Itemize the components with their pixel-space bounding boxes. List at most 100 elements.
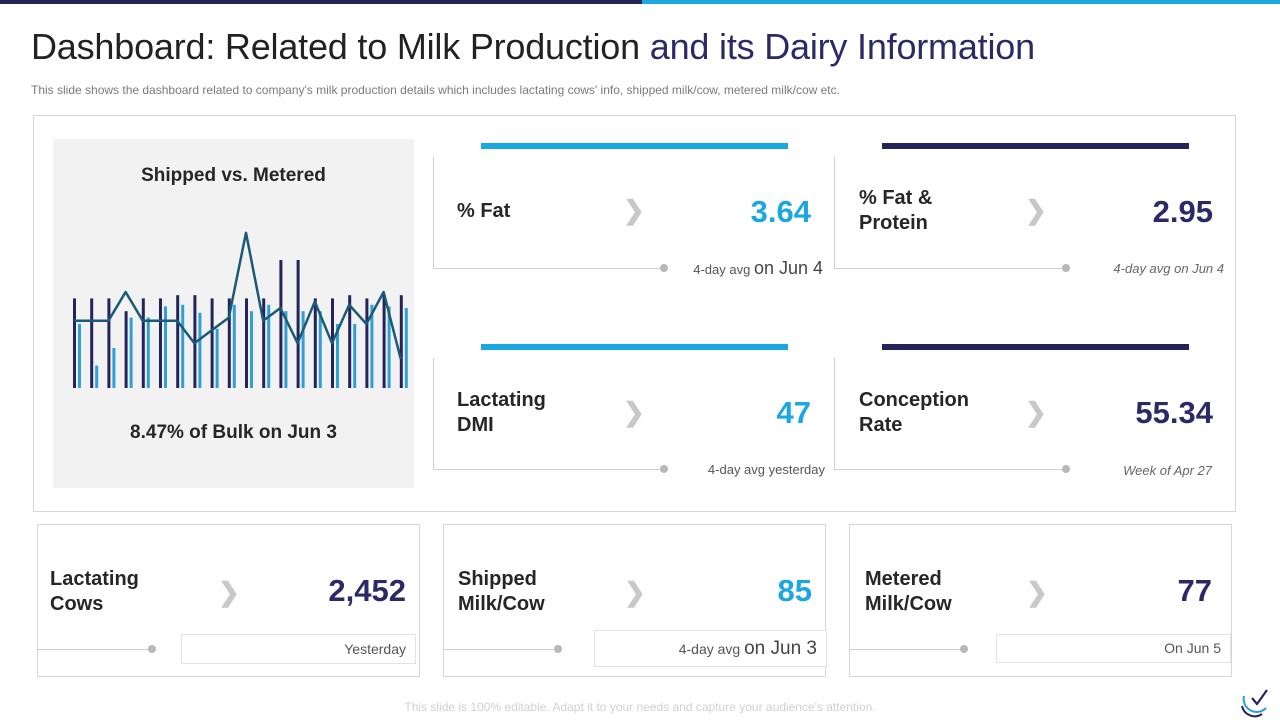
kpi-value: 55.34 <box>1135 395 1213 430</box>
kpi-subtext: 4-day avg on Jun 4 <box>1113 261 1224 276</box>
bottom-card-metered-milk: Metered Milk/Cow ❯ 77 On Jun 5 <box>849 524 1232 677</box>
metered-bar <box>353 324 357 388</box>
metered-bar <box>146 317 150 388</box>
kpi-accent-bar <box>882 344 1189 350</box>
metered-bar <box>301 311 305 388</box>
bottom-card-subtext-prefix: 4-day avg <box>678 641 741 657</box>
footer-note: This slide is 100% editable. Adapt it to… <box>404 700 876 714</box>
shipped-bar <box>227 298 231 388</box>
page-title-part2: and its Dairy Information <box>649 26 1035 67</box>
shipped-bar <box>348 295 352 388</box>
kpi-divider-horizontal <box>433 268 663 269</box>
shipped-bar <box>210 298 214 388</box>
page-title: Dashboard: Related to Milk Production an… <box>31 26 1035 68</box>
chevron-right-icon: ❯ <box>1026 577 1048 607</box>
bottom-card-content: Metered Milk/Cow ❯ 77 <box>850 525 1233 678</box>
metered-bar <box>78 324 81 388</box>
metered-bar <box>215 328 219 388</box>
metered-bar <box>129 317 133 388</box>
shipped-bar <box>262 298 266 388</box>
chevron-right-icon: ❯ <box>623 397 645 427</box>
bottom-card-divider-dot <box>148 645 156 653</box>
bottom-card-divider <box>850 649 962 650</box>
page-title-part1: Dashboard: Related to Milk Production <box>31 26 640 67</box>
kpi-label: % Fat & Protein <box>859 187 933 234</box>
metered-bar <box>318 311 322 388</box>
kpi-divider-vertical <box>834 358 835 470</box>
bottom-card-label: Lactating Cows <box>50 568 139 615</box>
metered-bar <box>387 306 391 388</box>
kpi-accent-bar <box>882 143 1189 149</box>
bottom-card-divider <box>38 649 150 650</box>
main-panel <box>33 115 1236 512</box>
bottom-card-content: Shipped Milk/Cow ❯ 85 <box>444 525 827 678</box>
kpi-label: Conception Rate <box>859 389 969 436</box>
kpi-divider-dot <box>660 465 668 473</box>
kpi-card-fat: % Fat ❯ 3.64 4-day avg on Jun 4 <box>433 143 833 478</box>
bottom-card-divider <box>444 649 556 650</box>
shipped-bar <box>399 295 403 388</box>
kpi-divider-vertical <box>433 358 434 470</box>
bottom-card-value: 77 <box>1177 573 1212 608</box>
kpi-divider-dot <box>660 264 668 272</box>
kpi-divider-horizontal <box>834 268 1064 269</box>
shipped-bar <box>124 311 128 388</box>
shipped-bar <box>90 298 94 388</box>
bottom-card-subtext-main: on Jun 3 <box>744 638 817 659</box>
bottom-card-subtext: On Jun 5 <box>996 634 1231 663</box>
kpi-subtext-main: on Jun 4 <box>753 258 823 278</box>
trend-line <box>74 231 403 360</box>
shipped-bar <box>159 298 162 388</box>
metered-bar <box>370 304 374 388</box>
kpi-value: 47 <box>776 395 811 430</box>
kpi-card-fat-protein: % Fat & Protein ❯ 2.95 4-day avg on Jun … <box>834 143 1234 478</box>
chevron-right-icon: ❯ <box>624 577 646 607</box>
shipped-bar <box>365 298 369 388</box>
kpi-divider-horizontal <box>834 469 1064 470</box>
metered-bar <box>232 304 236 388</box>
metered-bar <box>336 324 339 388</box>
kpi-divider-horizontal <box>433 469 663 470</box>
chevron-right-icon: ❯ <box>1025 195 1047 225</box>
kpi-accent-bar <box>481 143 788 149</box>
bottom-card-value: 85 <box>777 573 812 608</box>
shipped-bar <box>107 298 111 388</box>
bottom-card-value: 2,452 <box>328 573 406 608</box>
kpi-subtext: 4-day avg yesterday <box>707 462 825 477</box>
chevron-right-icon: ❯ <box>218 577 240 607</box>
metered-bar <box>198 312 202 388</box>
kpi-value: 3.64 <box>750 194 811 229</box>
kpi-divider-vertical <box>433 157 434 269</box>
metered-bar <box>164 306 167 388</box>
chevron-right-icon: ❯ <box>1025 397 1047 427</box>
metered-bar <box>181 304 185 388</box>
bottom-card-shipped-milk: Shipped Milk/Cow ❯ 85 4-day avg on Jun 3 <box>443 524 827 678</box>
metered-bar <box>267 304 271 388</box>
bottom-card-subtext: 4-day avg on Jun 3 <box>594 630 827 667</box>
shipped-bar <box>279 260 283 388</box>
bottom-card-lactating-cows: Lactating Cows ❯ 2,452 Yesterday <box>37 524 420 677</box>
top-accent-bar-blue <box>642 0 1280 4</box>
kpi-divider-vertical <box>834 157 835 269</box>
shipped-bar <box>296 260 300 388</box>
company-logo-icon <box>1241 689 1268 718</box>
bottom-card-label: Metered Milk/Cow <box>865 568 952 615</box>
metered-bar <box>112 348 116 388</box>
shipped-bar <box>141 298 145 388</box>
kpi-divider-dot <box>1062 465 1070 473</box>
chevron-right-icon: ❯ <box>623 195 645 225</box>
kpi-divider-dot <box>1062 264 1070 272</box>
metered-bar <box>250 311 253 388</box>
bottom-card-subtext: Yesterday <box>181 634 416 664</box>
shipped-bar <box>176 295 180 388</box>
shipped-bar <box>382 295 386 388</box>
metered-bar <box>404 308 408 388</box>
shipped-bar <box>245 298 248 388</box>
kpi-subtext: 4-day avg on Jun 4 <box>665 258 823 279</box>
kpi-value: 2.95 <box>1152 194 1213 229</box>
shipped-bar <box>313 298 317 388</box>
chart-plot <box>73 231 408 388</box>
shipped-bar <box>73 298 76 388</box>
metered-bar <box>284 311 288 388</box>
kpi-label: Lactating DMI <box>457 389 546 436</box>
